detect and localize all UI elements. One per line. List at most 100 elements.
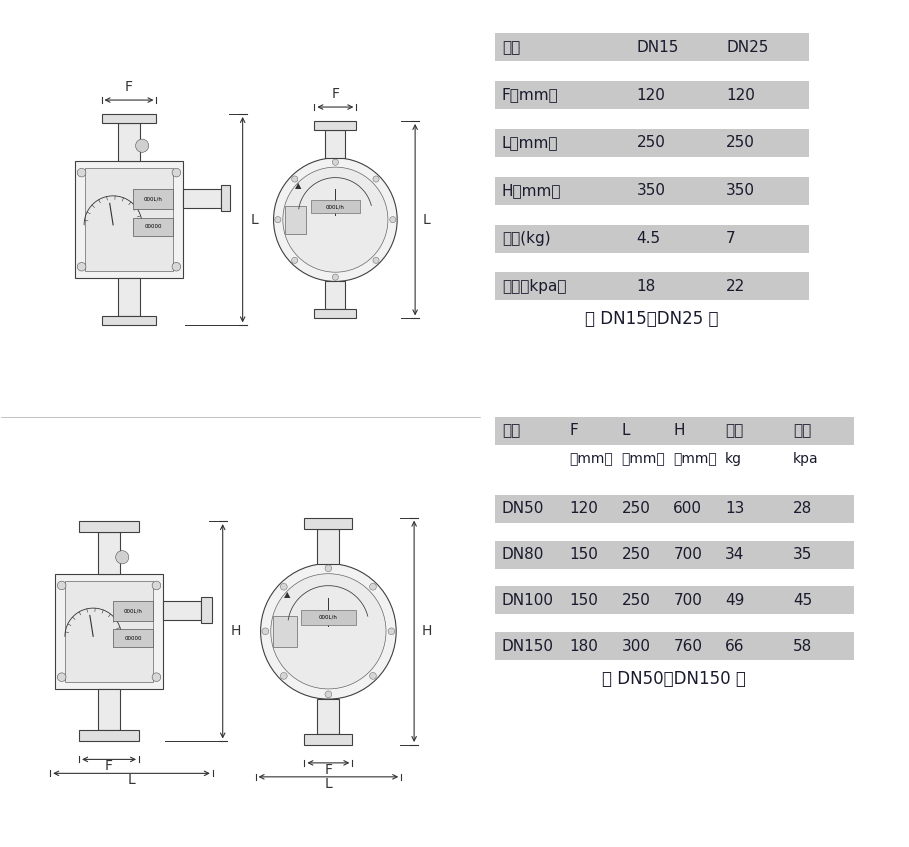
Bar xyxy=(305,518,353,529)
Bar xyxy=(134,218,173,236)
Text: kg: kg xyxy=(725,452,742,466)
Bar xyxy=(315,309,356,318)
Text: 49: 49 xyxy=(725,593,744,608)
Text: 13: 13 xyxy=(725,501,744,516)
Circle shape xyxy=(373,176,379,182)
Bar xyxy=(494,586,854,614)
Text: L: L xyxy=(325,777,333,791)
Circle shape xyxy=(333,159,338,165)
Text: L: L xyxy=(423,213,431,227)
Bar xyxy=(301,610,355,624)
Bar xyxy=(75,161,183,279)
Circle shape xyxy=(274,158,397,281)
Text: 000L/h: 000L/h xyxy=(124,609,143,613)
Circle shape xyxy=(373,257,379,263)
Bar xyxy=(494,417,854,445)
Circle shape xyxy=(280,673,287,679)
Text: F（mm）: F（mm） xyxy=(502,87,559,102)
Text: （ DN50～DN150 ）: （ DN50～DN150 ） xyxy=(603,670,746,689)
Text: ▲: ▲ xyxy=(285,590,291,599)
Text: 重量(kg): 重量(kg) xyxy=(502,231,551,246)
Text: 250: 250 xyxy=(622,501,650,516)
Text: 350: 350 xyxy=(726,183,755,198)
Text: 00000: 00000 xyxy=(145,224,162,230)
Bar xyxy=(102,114,156,123)
Text: F: F xyxy=(570,424,578,439)
Circle shape xyxy=(115,551,129,564)
Text: 180: 180 xyxy=(570,639,598,654)
Text: 120: 120 xyxy=(636,87,665,102)
Text: 250: 250 xyxy=(726,136,755,151)
Text: H: H xyxy=(674,424,684,439)
Text: L: L xyxy=(622,424,630,439)
Circle shape xyxy=(325,565,332,572)
Bar xyxy=(55,574,163,689)
Bar xyxy=(494,540,854,568)
Bar xyxy=(114,601,154,621)
Bar xyxy=(494,633,854,660)
Circle shape xyxy=(172,263,181,271)
Text: 250: 250 xyxy=(622,593,650,608)
Circle shape xyxy=(152,581,161,590)
Circle shape xyxy=(271,573,386,689)
Text: （mm）: （mm） xyxy=(674,452,717,466)
Circle shape xyxy=(77,169,86,177)
Text: 66: 66 xyxy=(725,639,744,654)
Bar xyxy=(201,597,212,623)
Bar xyxy=(85,168,173,271)
Circle shape xyxy=(370,673,376,679)
Text: 口径: 口径 xyxy=(502,40,520,55)
Text: F: F xyxy=(325,763,333,777)
Text: 18: 18 xyxy=(636,279,655,294)
Text: 4.5: 4.5 xyxy=(636,231,661,246)
Text: L: L xyxy=(251,213,258,227)
Bar xyxy=(494,273,809,301)
Text: DN25: DN25 xyxy=(726,40,768,55)
Text: DN150: DN150 xyxy=(502,639,554,654)
Bar xyxy=(183,189,221,208)
Bar xyxy=(325,281,345,309)
Text: kpa: kpa xyxy=(793,452,819,466)
Text: 口径: 口径 xyxy=(502,424,520,439)
Bar xyxy=(494,129,809,157)
Text: 重量: 重量 xyxy=(725,424,744,439)
Circle shape xyxy=(283,167,388,272)
Circle shape xyxy=(280,584,287,590)
Bar xyxy=(79,521,139,532)
Text: H: H xyxy=(422,624,433,639)
Bar xyxy=(114,629,154,647)
Circle shape xyxy=(57,581,66,590)
Circle shape xyxy=(261,563,396,699)
Text: 22: 22 xyxy=(726,279,745,294)
Bar xyxy=(317,529,339,563)
Bar xyxy=(65,581,154,682)
Circle shape xyxy=(152,673,161,682)
Bar xyxy=(118,123,140,161)
Text: F: F xyxy=(125,80,133,94)
Text: L: L xyxy=(127,773,135,788)
Text: 7: 7 xyxy=(726,231,735,246)
Text: 250: 250 xyxy=(622,547,650,562)
Text: F: F xyxy=(332,87,339,101)
Text: DN100: DN100 xyxy=(502,593,554,608)
Text: ▲: ▲ xyxy=(295,181,302,191)
Text: 45: 45 xyxy=(793,593,813,608)
Circle shape xyxy=(325,691,332,698)
Circle shape xyxy=(292,176,298,182)
Bar xyxy=(494,224,809,252)
Text: 760: 760 xyxy=(674,639,703,654)
Bar xyxy=(315,121,356,130)
Bar xyxy=(494,33,809,61)
Bar xyxy=(102,316,156,325)
Circle shape xyxy=(172,169,181,177)
Text: 34: 34 xyxy=(725,547,744,562)
Text: 350: 350 xyxy=(636,183,665,198)
Text: （mm）: （mm） xyxy=(570,452,614,466)
Circle shape xyxy=(262,628,269,634)
Text: DN80: DN80 xyxy=(502,547,544,562)
Bar xyxy=(221,185,230,212)
Bar xyxy=(285,206,306,234)
Circle shape xyxy=(390,217,396,223)
Text: H: H xyxy=(231,624,241,639)
Bar xyxy=(317,699,339,734)
